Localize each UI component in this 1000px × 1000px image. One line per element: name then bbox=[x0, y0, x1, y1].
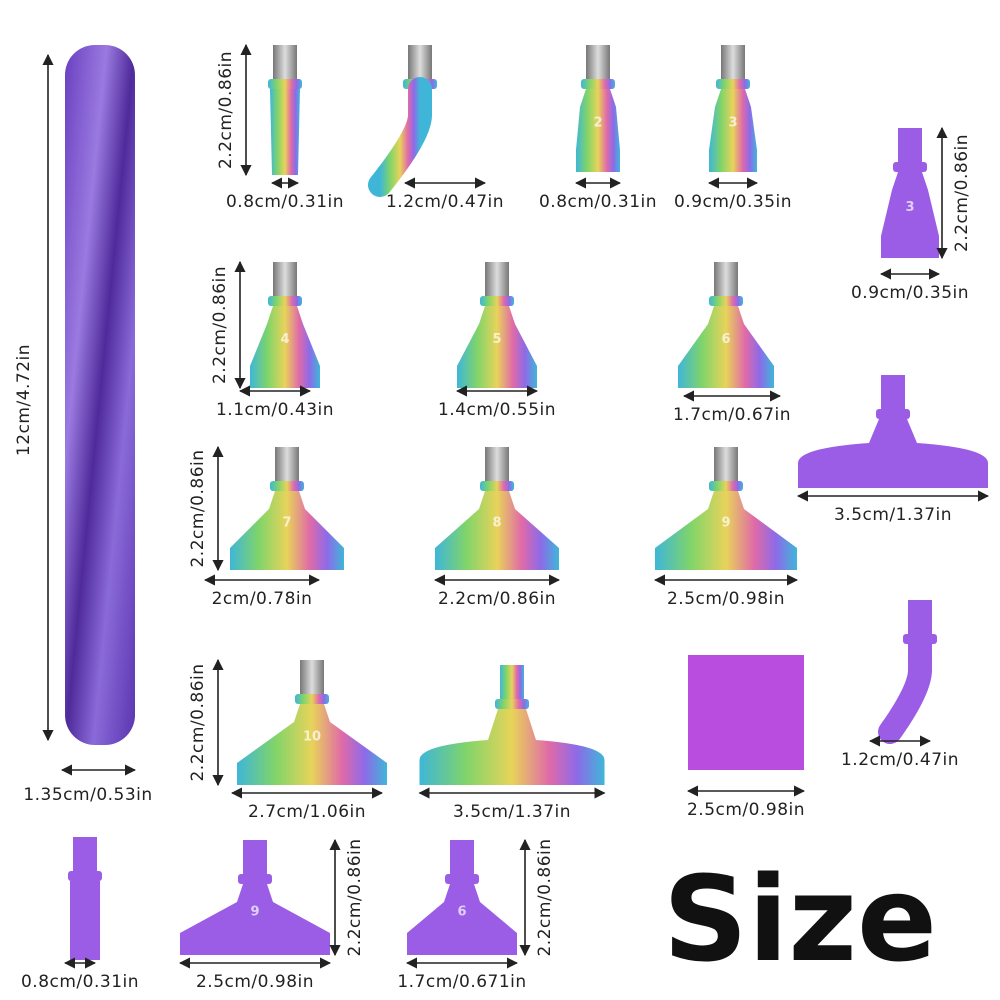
thread bbox=[714, 262, 738, 296]
thread bbox=[73, 837, 97, 871]
thread bbox=[485, 262, 509, 296]
thread bbox=[500, 665, 524, 699]
wax-pad bbox=[688, 655, 804, 770]
height-label: 2.2cm/0.86in bbox=[952, 134, 972, 252]
thread bbox=[450, 840, 474, 874]
tip-body bbox=[368, 77, 432, 197]
pen-width: 1.35cm/0.53in bbox=[23, 785, 152, 805]
width-label: 1.2cm/0.47in bbox=[841, 750, 959, 770]
thread bbox=[908, 600, 932, 634]
width-label: 2.7cm/1.06in bbox=[248, 802, 366, 822]
thread bbox=[881, 375, 905, 409]
tip-number: 9 bbox=[250, 905, 259, 920]
width-label: 2.2cm/0.86in bbox=[438, 589, 556, 609]
pen-length: 12cm/4.72in bbox=[14, 344, 34, 456]
height-label: 2.2cm/0.86in bbox=[188, 663, 208, 781]
thread bbox=[273, 45, 297, 79]
collar bbox=[495, 699, 529, 709]
height-label: 2.2cm/0.86in bbox=[216, 51, 236, 169]
tip-body bbox=[435, 491, 559, 570]
tip-number: 5 bbox=[492, 332, 501, 347]
thread bbox=[408, 45, 432, 79]
tip-body bbox=[70, 881, 100, 960]
thread bbox=[243, 840, 267, 874]
collar bbox=[268, 296, 302, 306]
collar bbox=[480, 296, 514, 306]
tip-body bbox=[237, 704, 387, 785]
collar bbox=[270, 481, 304, 491]
width-label: 0.8cm/0.31in bbox=[539, 192, 657, 212]
tip-body bbox=[881, 172, 939, 258]
pen-handle bbox=[65, 45, 135, 745]
width-label: 1.7cm/0.671in bbox=[397, 972, 526, 992]
tip-number: 6 bbox=[721, 332, 730, 347]
thread bbox=[714, 447, 738, 481]
tip-body bbox=[230, 491, 344, 570]
tip-number: 6 bbox=[457, 905, 466, 920]
width-label: 0.9cm/0.35in bbox=[851, 283, 969, 303]
tip-body bbox=[457, 306, 537, 388]
width-label: 2.5cm/0.98in bbox=[196, 972, 314, 992]
width-label: 0.8cm/0.31in bbox=[21, 972, 139, 992]
width-label: 0.9cm/0.35in bbox=[674, 192, 792, 212]
tip-body bbox=[655, 491, 797, 570]
tip-number: 3 bbox=[728, 116, 737, 131]
collar bbox=[893, 162, 927, 172]
width-label: 1.1cm/0.43in bbox=[216, 400, 334, 420]
thread bbox=[300, 660, 324, 694]
height-label: 2.2cm/0.86in bbox=[188, 449, 208, 567]
tip-body bbox=[709, 89, 757, 172]
thread bbox=[898, 128, 922, 162]
width-label: 3.5cm/1.37in bbox=[453, 802, 571, 822]
tip-body bbox=[407, 884, 517, 955]
width-label: 1.4cm/0.55in bbox=[438, 400, 556, 420]
tip-body bbox=[878, 632, 932, 744]
width-label: 0.8cm/0.31in bbox=[226, 192, 344, 212]
tip-number: 9 bbox=[721, 516, 730, 531]
tip-number: 4 bbox=[280, 332, 289, 347]
tip-body bbox=[798, 419, 988, 488]
width-label: 1.7cm/0.67in bbox=[673, 405, 791, 425]
tip-body bbox=[576, 89, 620, 172]
thread bbox=[275, 447, 299, 481]
thread bbox=[485, 447, 509, 481]
tip-number: 8 bbox=[492, 516, 501, 531]
badge: Size bbox=[663, 850, 937, 988]
width-label: 2cm/0.78in bbox=[212, 589, 313, 609]
collar bbox=[480, 481, 514, 491]
collar bbox=[295, 694, 329, 704]
tip-body bbox=[180, 884, 330, 955]
collar bbox=[268, 79, 302, 89]
tip-number: 2 bbox=[593, 116, 602, 131]
collar bbox=[68, 871, 102, 881]
collar bbox=[716, 79, 750, 89]
tip-body bbox=[419, 709, 605, 785]
width-label: 2.5cm/0.98in bbox=[667, 589, 785, 609]
height-label: 2.2cm/0.86in bbox=[535, 838, 555, 956]
tip-body bbox=[270, 89, 300, 175]
width-label: 1.2cm/0.47in bbox=[386, 192, 504, 212]
collar bbox=[709, 481, 743, 491]
thread bbox=[586, 45, 610, 79]
width-label: 2.5cm/0.98in bbox=[687, 800, 805, 820]
tip-body bbox=[678, 306, 774, 388]
tip-number: 7 bbox=[282, 516, 291, 531]
tip-number: 3 bbox=[905, 200, 914, 215]
collar bbox=[445, 874, 479, 884]
tip-body bbox=[250, 306, 320, 388]
collar bbox=[876, 409, 910, 419]
height-label: 2.2cm/0.86in bbox=[210, 266, 230, 384]
collar bbox=[709, 296, 743, 306]
collar bbox=[581, 79, 615, 89]
height-label: 2.2cm/0.86in bbox=[345, 838, 365, 956]
thread bbox=[273, 262, 297, 296]
width-label: 3.5cm/1.37in bbox=[834, 505, 952, 525]
thread bbox=[721, 45, 745, 79]
tip-number: 10 bbox=[303, 730, 321, 745]
collar bbox=[238, 874, 272, 884]
